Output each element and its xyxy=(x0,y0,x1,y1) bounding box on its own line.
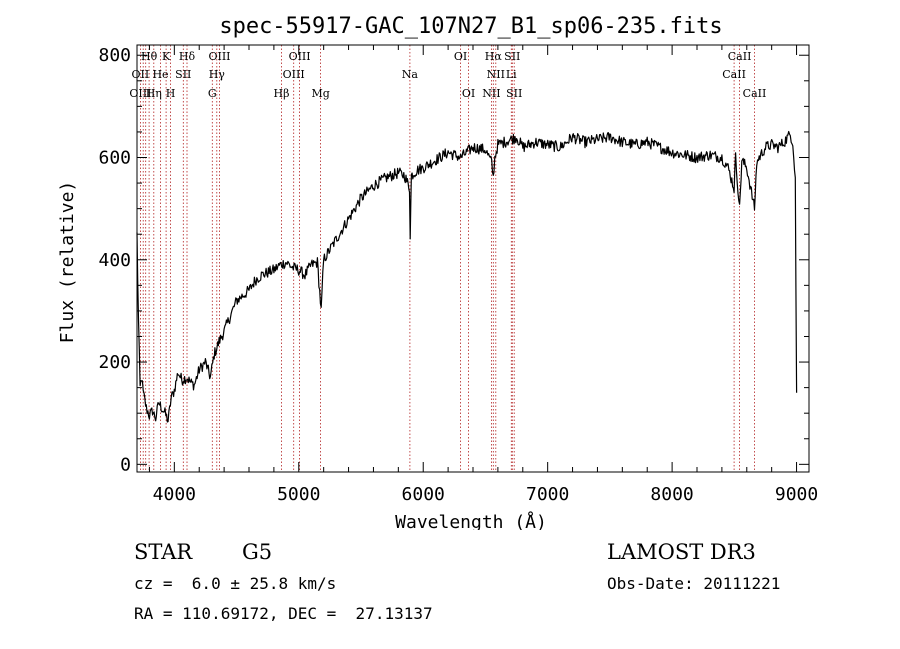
y-axis: 0 200 400 600 800 xyxy=(98,45,809,475)
x-tick-label: 6000 xyxy=(402,484,445,505)
x-tick-label: 8000 xyxy=(650,484,693,505)
y-tick-label: 600 xyxy=(98,148,131,169)
line-label: Hγ xyxy=(209,68,226,81)
y-tick-label: 400 xyxy=(98,250,131,271)
line-label: OIII xyxy=(289,50,311,63)
plot-frame xyxy=(136,44,810,473)
survey-name: LAMOST DR3 xyxy=(607,540,756,564)
line-label: He xyxy=(152,68,168,81)
line-label: Hθ xyxy=(141,50,158,63)
y-tick-label: 0 xyxy=(120,454,131,475)
object-class: STAR xyxy=(134,540,193,564)
flux-series-line xyxy=(136,130,798,423)
line-label: OIII xyxy=(208,50,230,63)
line-label: NII xyxy=(482,87,500,100)
line-label: K xyxy=(162,50,171,63)
line-label: Hη xyxy=(146,87,162,100)
line-label: OI xyxy=(462,87,475,100)
line-label: Na xyxy=(402,68,419,81)
line-label: Hδ xyxy=(179,50,196,63)
line-label: Li xyxy=(506,68,517,81)
line-label: G xyxy=(208,87,217,100)
observation-date: Obs-Date: 20111221 xyxy=(607,574,781,593)
line-label: Mg xyxy=(311,87,329,100)
x-axis-label: Wavelength (Å) xyxy=(395,511,547,530)
line-label: SII xyxy=(504,50,520,63)
line-label: SII xyxy=(175,68,191,81)
redshift-value: cz = 6.0 ± 25.8 km/s xyxy=(134,574,337,593)
line-label: NII xyxy=(487,68,505,81)
x-tick-label: 4000 xyxy=(153,484,196,505)
x-tick-label: 9000 xyxy=(775,484,818,505)
line-label: OIII xyxy=(283,68,305,81)
line-label: CaII xyxy=(743,87,767,100)
chart-title: spec-55917-GAC_107N27_B1_sp06-235.fits xyxy=(219,14,722,39)
emission-line-markers xyxy=(139,45,755,472)
line-label: Hα xyxy=(485,50,503,63)
y-axis-label: Flux (relative) xyxy=(57,181,78,344)
x-tick-label: 5000 xyxy=(277,484,320,505)
line-label: H xyxy=(166,87,176,100)
sky-coordinates: RA = 110.69172, DEC = 27.13137 xyxy=(134,604,433,623)
line-label: CaII xyxy=(728,50,752,63)
y-tick-label: 800 xyxy=(98,45,131,66)
line-label: CaII xyxy=(722,68,746,81)
line-label: OIII xyxy=(129,87,151,100)
line-label: OI xyxy=(454,50,467,63)
object-subclass: G5 xyxy=(242,540,273,564)
x-tick-label: 7000 xyxy=(526,484,569,505)
x-axis: 4000 5000 6000 7000 8000 9000 xyxy=(148,45,818,505)
spectrum-chart: spec-55917-GAC_107N27_B1_sp06-235.fits H… xyxy=(57,14,818,530)
line-label: Hβ xyxy=(274,87,290,100)
line-label: SII xyxy=(506,87,522,100)
line-label: OII xyxy=(132,68,150,81)
y-tick-label: 200 xyxy=(98,352,131,373)
